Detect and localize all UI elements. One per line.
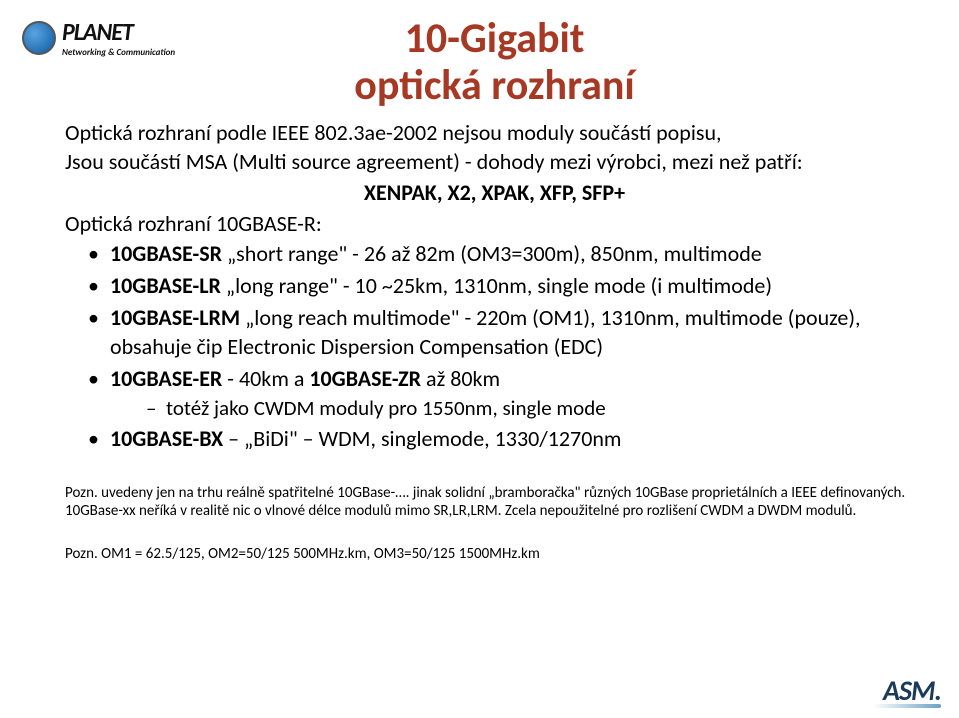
label-sr: 10GBASE-SR: [110, 240, 222, 267]
asm-name: ASM: [883, 673, 934, 708]
label-lrm: 10GBASE-LRM: [110, 304, 240, 331]
text-zr-b: až 80km: [421, 365, 500, 392]
footnote-1: Pozn. uvedeny jen na trhu reálně spatřit…: [65, 484, 924, 520]
label-lr: 10GBASE-LR: [110, 272, 221, 299]
title-line-1: 10-Gigabit: [405, 13, 585, 64]
asm-logo: ASM.: [873, 673, 941, 708]
bullet-sr: 10GBASE-SR „short range" - 26 až 82m (OM…: [88, 239, 929, 269]
text-lr: „long range" - 10 ~25km, 1310nm, single …: [221, 272, 772, 299]
intro-line-2: Jsou součástí MSA (Multi source agreemen…: [65, 148, 929, 177]
label-zr: 10GBASE-ZR: [309, 365, 421, 392]
bullet-bx: 10GBASE-BX – „BiDi" – WDM, singlemode, 1…: [88, 424, 929, 454]
text-bx: – „BiDi" – WDM, singlemode, 1330/1270nm: [223, 425, 621, 452]
slide-content: 10-Gigabit optická rozhraní Optická rozh…: [60, 15, 929, 563]
bullet-lr: 10GBASE-LR „long range" - 10 ~25km, 1310…: [88, 271, 929, 301]
text-er-a: - 40km a: [222, 365, 309, 392]
spec-list: 10GBASE-SR „short range" - 26 až 82m (OM…: [88, 239, 929, 453]
sub-heading: Optická rozhraní 10GBASE-R:: [65, 210, 929, 237]
intro-line-1: Optická rozhraní podle IEEE 802.3ae-2002…: [65, 119, 929, 148]
title-line-2: optická rozhraní: [354, 60, 634, 111]
dash-cwdm: totéž jako CWDM moduly pro 1550nm, singl…: [146, 394, 929, 422]
asm-logo-text: ASM.: [873, 673, 941, 708]
intro-block: Optická rozhraní podle IEEE 802.3ae-2002…: [65, 119, 929, 176]
planet-globe-icon: [22, 21, 56, 55]
text-sr: „short range" - 26 až 82m (OM3=300m), 85…: [222, 240, 762, 267]
module-types: XENPAK, X2, XPAK, XFP, SFP+: [60, 179, 929, 206]
slide-title: 10-Gigabit optická rozhraní: [60, 15, 929, 109]
bullet-lrm: 10GBASE-LRM „long reach multimode" - 220…: [88, 303, 929, 362]
bullet-er-zr: 10GBASE-ER - 40km a 10GBASE-ZR až 80km t…: [88, 364, 929, 422]
label-bx: 10GBASE-BX: [110, 425, 223, 452]
footnote-2: Pozn. OM1 = 62.5/125, OM2=50/125 500MHz.…: [65, 545, 924, 563]
label-er: 10GBASE-ER: [110, 365, 222, 392]
sub-list: totéž jako CWDM moduly pro 1550nm, singl…: [146, 394, 929, 422]
